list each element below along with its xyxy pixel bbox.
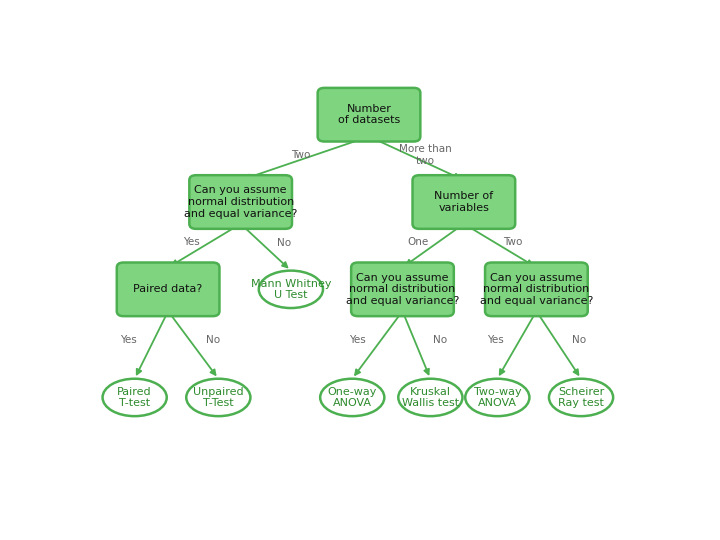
Text: Can you assume
normal distribution
and equal variance?: Can you assume normal distribution and e…	[480, 273, 593, 306]
FancyBboxPatch shape	[318, 88, 420, 141]
Text: Scheirer
Ray test: Scheirer Ray test	[558, 387, 604, 408]
FancyBboxPatch shape	[189, 175, 292, 229]
Text: No: No	[276, 239, 291, 248]
Text: Paired
T-test: Paired T-test	[117, 387, 152, 408]
FancyBboxPatch shape	[351, 262, 454, 316]
Text: Two: Two	[503, 237, 523, 247]
Text: Paired data?: Paired data?	[133, 285, 203, 294]
Text: Number
of datasets: Number of datasets	[338, 104, 400, 125]
Ellipse shape	[320, 379, 384, 416]
Text: Yes: Yes	[120, 335, 138, 345]
Ellipse shape	[398, 379, 462, 416]
Text: Two: Two	[291, 150, 310, 160]
Ellipse shape	[465, 379, 529, 416]
FancyBboxPatch shape	[413, 175, 516, 229]
Text: Two-way
ANOVA: Two-way ANOVA	[474, 387, 521, 408]
Text: Kruskal
Wallis test: Kruskal Wallis test	[402, 387, 459, 408]
FancyBboxPatch shape	[117, 262, 220, 316]
Text: Can you assume
normal distribution
and equal variance?: Can you assume normal distribution and e…	[346, 273, 459, 306]
Text: One: One	[408, 237, 428, 247]
Ellipse shape	[258, 271, 323, 308]
Text: Mann Whitney
U Test: Mann Whitney U Test	[251, 279, 331, 300]
Ellipse shape	[102, 379, 167, 416]
Ellipse shape	[549, 379, 613, 416]
Text: Yes: Yes	[349, 335, 366, 345]
Text: No: No	[572, 335, 587, 345]
Text: Unpaired
T-Test: Unpaired T-Test	[193, 387, 243, 408]
Text: Number of
variables: Number of variables	[434, 191, 493, 213]
Ellipse shape	[186, 379, 251, 416]
Text: No: No	[433, 335, 447, 345]
Text: Yes: Yes	[487, 335, 503, 345]
Text: More than
two: More than two	[399, 144, 451, 166]
FancyBboxPatch shape	[485, 262, 588, 316]
Text: No: No	[206, 335, 220, 345]
Text: Yes: Yes	[183, 237, 200, 247]
Text: One-way
ANOVA: One-way ANOVA	[328, 387, 377, 408]
Text: Can you assume
normal distribution
and equal variance?: Can you assume normal distribution and e…	[184, 185, 297, 219]
